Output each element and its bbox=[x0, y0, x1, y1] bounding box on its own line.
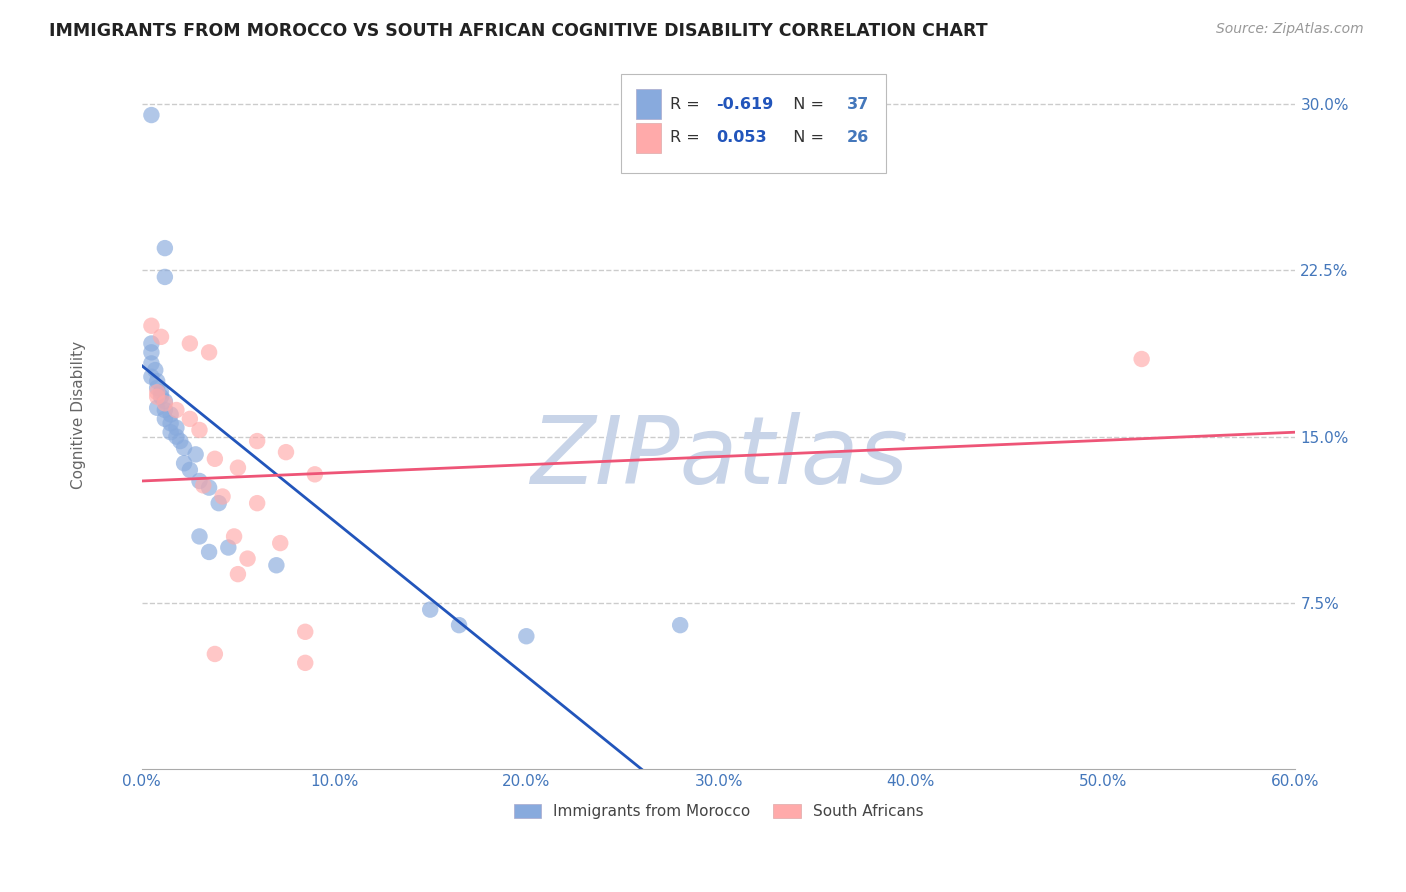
Text: IMMIGRANTS FROM MOROCCO VS SOUTH AFRICAN COGNITIVE DISABILITY CORRELATION CHART: IMMIGRANTS FROM MOROCCO VS SOUTH AFRICAN… bbox=[49, 22, 988, 40]
Point bbox=[141, 108, 163, 122]
Point bbox=[179, 336, 201, 351]
Text: 37: 37 bbox=[846, 97, 869, 112]
Point bbox=[141, 318, 163, 333]
Point bbox=[188, 423, 211, 437]
Point bbox=[188, 529, 211, 543]
Text: R =: R = bbox=[671, 130, 704, 145]
Point bbox=[173, 441, 195, 455]
Point bbox=[153, 412, 176, 426]
Text: ZIPatlas: ZIPatlas bbox=[530, 411, 907, 502]
Point bbox=[269, 536, 291, 550]
Point bbox=[266, 558, 288, 573]
Bar bbox=[636, 89, 661, 120]
Point bbox=[141, 369, 163, 384]
Y-axis label: Cognitive Disability: Cognitive Disability bbox=[72, 341, 86, 489]
Point bbox=[222, 529, 245, 543]
Point bbox=[226, 460, 249, 475]
Point bbox=[204, 647, 226, 661]
Point bbox=[419, 602, 441, 616]
Text: R =: R = bbox=[671, 97, 704, 112]
Point bbox=[150, 390, 173, 404]
Point bbox=[294, 624, 316, 639]
Point bbox=[153, 403, 176, 417]
Text: Source: ZipAtlas.com: Source: ZipAtlas.com bbox=[1216, 22, 1364, 37]
Point bbox=[165, 429, 187, 443]
Point bbox=[169, 434, 191, 448]
Point bbox=[447, 618, 470, 632]
Point bbox=[146, 381, 169, 395]
Text: N =: N = bbox=[783, 130, 830, 145]
Point bbox=[153, 241, 176, 255]
Point bbox=[198, 345, 221, 359]
Point bbox=[1130, 351, 1153, 366]
Point bbox=[198, 545, 221, 559]
Point bbox=[153, 396, 176, 410]
Point bbox=[246, 496, 269, 510]
Point bbox=[179, 463, 201, 477]
Point bbox=[146, 385, 169, 400]
Point bbox=[165, 403, 187, 417]
Legend: Immigrants from Morocco, South Africans: Immigrants from Morocco, South Africans bbox=[508, 798, 929, 825]
Point bbox=[150, 330, 173, 344]
Point bbox=[246, 434, 269, 448]
Point bbox=[188, 474, 211, 488]
Point bbox=[153, 269, 176, 284]
Point bbox=[141, 345, 163, 359]
Point bbox=[159, 425, 181, 440]
Point bbox=[146, 390, 169, 404]
Point bbox=[198, 481, 221, 495]
Point bbox=[217, 541, 239, 555]
Point bbox=[165, 421, 187, 435]
Point bbox=[211, 490, 233, 504]
Point bbox=[204, 451, 226, 466]
Point bbox=[179, 412, 201, 426]
Point bbox=[294, 656, 316, 670]
Point bbox=[208, 496, 231, 510]
Point bbox=[146, 401, 169, 415]
Point bbox=[146, 374, 169, 388]
Point bbox=[193, 478, 215, 492]
Point bbox=[173, 456, 195, 470]
Point bbox=[236, 551, 259, 566]
Point bbox=[159, 417, 181, 431]
Point bbox=[274, 445, 297, 459]
Text: 0.053: 0.053 bbox=[716, 130, 766, 145]
Point bbox=[141, 336, 163, 351]
Point bbox=[515, 629, 537, 643]
Text: 26: 26 bbox=[846, 130, 869, 145]
Point bbox=[304, 467, 326, 482]
Point bbox=[159, 408, 181, 422]
Point bbox=[141, 356, 163, 370]
Point bbox=[143, 363, 166, 377]
Point bbox=[184, 447, 207, 461]
Bar bbox=[636, 123, 661, 153]
Point bbox=[153, 394, 176, 409]
Point bbox=[150, 385, 173, 400]
Text: N =: N = bbox=[783, 97, 830, 112]
Point bbox=[226, 567, 249, 582]
Text: -0.619: -0.619 bbox=[716, 97, 773, 112]
Point bbox=[669, 618, 692, 632]
FancyBboxPatch shape bbox=[620, 74, 886, 173]
